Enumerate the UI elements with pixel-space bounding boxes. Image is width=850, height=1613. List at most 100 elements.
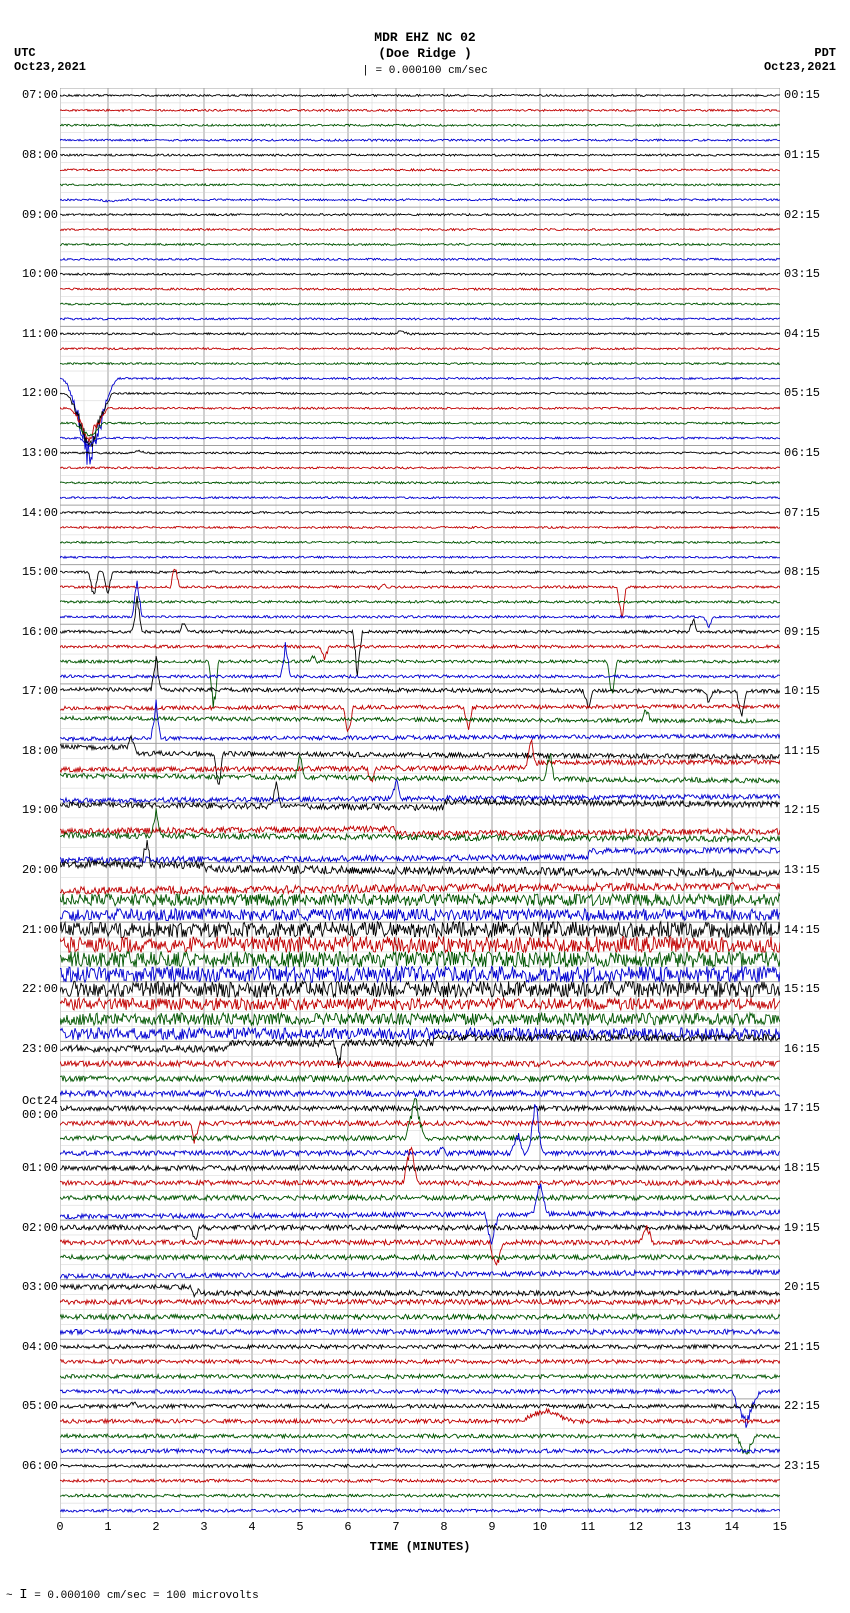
trace-row — [60, 1300, 780, 1305]
trace-row — [60, 331, 780, 335]
x-tick-label: 7 — [392, 1520, 399, 1534]
trace-row — [60, 169, 780, 171]
x-axis-title: TIME (MINUTES) — [60, 1540, 780, 1554]
y-tick-label: 06:15 — [784, 446, 844, 460]
trace-row — [60, 1028, 780, 1040]
trace-row — [60, 1184, 780, 1245]
y-tick-label: 21:00 — [0, 923, 58, 937]
x-tick-label: 4 — [248, 1520, 255, 1534]
trace-row — [60, 656, 780, 709]
x-tick-label: 0 — [56, 1520, 63, 1534]
trace-row — [60, 1402, 780, 1408]
station-name: (Doe Ridge ) — [0, 46, 850, 62]
trace-row — [60, 363, 780, 365]
trace-row — [60, 318, 780, 320]
trace-row — [60, 1464, 780, 1467]
trace-row — [60, 1076, 780, 1082]
y-tick-label: 11:15 — [784, 744, 844, 758]
y-tick-label: 18:15 — [784, 1161, 844, 1175]
trace-row — [60, 937, 780, 953]
x-tick-label: 13 — [677, 1520, 691, 1534]
trace-row — [60, 154, 780, 156]
y-tick-label: 07:00 — [0, 88, 58, 102]
trace-row — [60, 780, 780, 803]
trace-row — [60, 1270, 780, 1279]
trace-row — [60, 139, 780, 141]
trace-row — [60, 184, 780, 186]
trace-row — [60, 922, 780, 938]
y-tick-label: 06:00 — [0, 1459, 58, 1473]
trace-row — [60, 998, 780, 1010]
trace-row — [60, 1061, 780, 1067]
trace-row — [60, 1013, 780, 1025]
trace-row — [60, 556, 780, 558]
trace-row — [60, 124, 780, 126]
trace-row — [60, 1314, 780, 1319]
trace-row — [60, 348, 780, 350]
y-tick-label: 23:15 — [784, 1459, 844, 1473]
x-tick-label: 14 — [725, 1520, 739, 1534]
trace-row — [60, 826, 780, 837]
y-tick-label: 03:00 — [0, 1280, 58, 1294]
scale-bar-icon: I — [19, 1587, 27, 1603]
trace-row — [60, 704, 780, 731]
trace-row — [60, 1360, 780, 1364]
x-tick-label: 2 — [152, 1520, 159, 1534]
trace-row — [60, 109, 780, 111]
trace-row — [60, 1148, 780, 1186]
y-tick-label: 12:00 — [0, 386, 58, 400]
trace-row — [60, 1479, 780, 1482]
trace-row — [60, 1345, 780, 1349]
trace-row — [60, 1165, 780, 1170]
trace-row — [60, 1225, 780, 1239]
trace-row — [60, 450, 780, 454]
trace-row — [60, 526, 780, 528]
x-tick-label: 5 — [296, 1520, 303, 1534]
footnote: ~ I = 0.000100 cm/sec = 100 microvolts — [6, 1587, 259, 1603]
scale-bar-icon: | — [362, 65, 369, 77]
y-tick-label: 08:15 — [784, 565, 844, 579]
trace-row — [60, 303, 780, 305]
x-tick-label: 3 — [200, 1520, 207, 1534]
trace-row — [60, 1285, 780, 1297]
seismogram-plot — [60, 88, 780, 1518]
y-tick-label: 10:15 — [784, 684, 844, 698]
y-tick-label: 13:15 — [784, 863, 844, 877]
y-tick-label: 09:15 — [784, 625, 844, 639]
scale-indicator: | = 0.000100 cm/sec — [0, 65, 850, 78]
y-tick-label: 10:00 — [0, 267, 58, 281]
y-tick-label: 01:15 — [784, 148, 844, 162]
trace-row — [60, 736, 780, 784]
trace-row — [60, 848, 780, 864]
trace-row — [60, 1448, 780, 1453]
trace-row — [60, 1494, 780, 1497]
top-left-label: UTC Oct23,2021 — [14, 46, 86, 75]
trace-row — [60, 1104, 780, 1156]
y-tick-label: 09:00 — [0, 208, 58, 222]
trace-row — [60, 258, 780, 260]
trace-row — [60, 1409, 780, 1423]
y-tick-label: 18:00 — [0, 744, 58, 758]
x-tick-label: 8 — [440, 1520, 447, 1534]
trace-row — [60, 437, 780, 446]
y-tick-label: 02:00 — [0, 1221, 58, 1235]
page: MDR EHZ NC 02 (Doe Ridge ) | = 0.000100 … — [0, 0, 850, 1613]
y-tick-label: 05:15 — [784, 386, 844, 400]
x-tick-label: 1 — [104, 1520, 111, 1534]
tz-right: PDT — [764, 46, 836, 60]
trace-row — [60, 482, 780, 484]
trace-row — [60, 569, 780, 618]
y-tick-label: 02:15 — [784, 208, 844, 222]
trace-row — [60, 951, 780, 967]
trace-row — [60, 199, 780, 202]
y-tick-label: 19:15 — [784, 1221, 844, 1235]
trace-row — [60, 378, 780, 465]
trace-row — [60, 288, 780, 290]
y-tick-label: 16:00 — [0, 625, 58, 639]
y-tick-label: 14:00 — [0, 506, 58, 520]
trace-row — [60, 1329, 780, 1334]
y-tick-label: 23:00 — [0, 1042, 58, 1056]
date-left: Oct23,2021 — [14, 60, 86, 74]
trace-row — [60, 966, 780, 982]
trace-row — [60, 214, 780, 216]
